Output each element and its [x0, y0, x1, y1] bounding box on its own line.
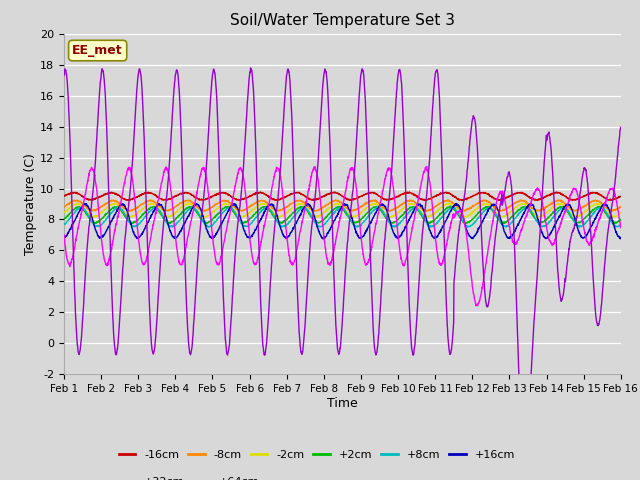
X-axis label: Time: Time	[327, 397, 358, 410]
Title: Soil/Water Temperature Set 3: Soil/Water Temperature Set 3	[230, 13, 455, 28]
Text: EE_met: EE_met	[72, 44, 123, 57]
Y-axis label: Temperature (C): Temperature (C)	[24, 153, 37, 255]
Legend: +32cm, +64cm: +32cm, +64cm	[114, 473, 264, 480]
